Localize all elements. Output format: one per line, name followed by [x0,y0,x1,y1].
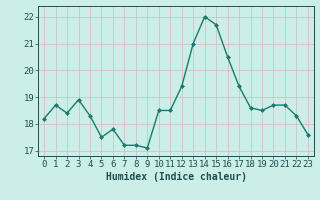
X-axis label: Humidex (Indice chaleur): Humidex (Indice chaleur) [106,172,246,182]
